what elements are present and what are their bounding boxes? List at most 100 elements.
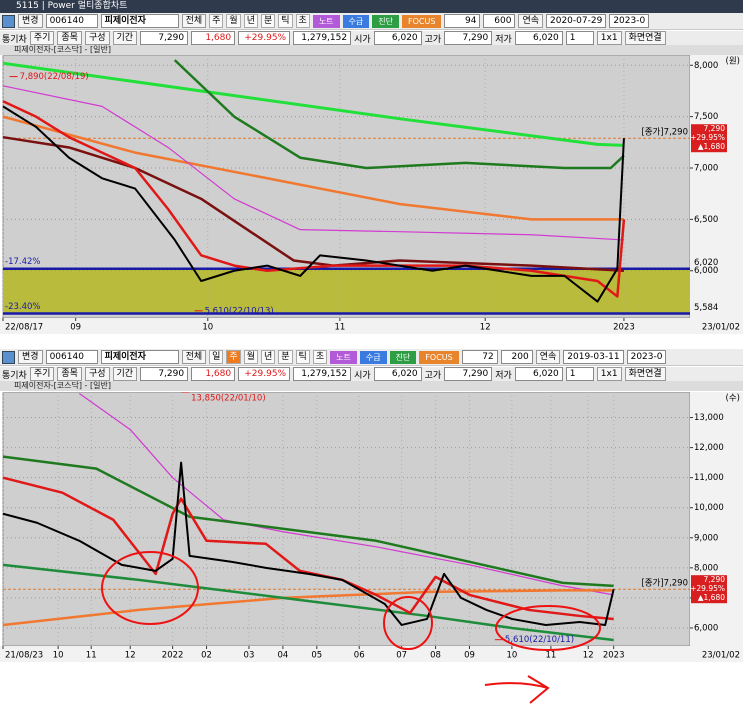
chart-header: 피제이전자-[코스닥] - [일반] — [0, 45, 743, 55]
price-line — [2, 135, 625, 272]
max-input[interactable]: 600 — [483, 14, 516, 28]
y-tick-label: 6,000 — [694, 623, 718, 633]
unit-label: (원) — [726, 57, 740, 67]
period-button[interactable]: 분 — [278, 350, 293, 364]
link-button[interactable]: 화면연결 — [624, 31, 666, 45]
period-button[interactable]: 틱 — [295, 350, 310, 364]
change: 1,680 — [191, 367, 236, 381]
tool-button[interactable]: FOCUS — [419, 350, 459, 364]
mode-check[interactable]: 연속 — [535, 350, 561, 364]
layout-button[interactable]: 1x1 — [596, 31, 622, 45]
period-button[interactable]: 년 — [260, 350, 276, 364]
start-date[interactable]: 2019-03-11 — [563, 350, 624, 364]
quote-label: 시가 — [354, 34, 371, 45]
code-input[interactable]: 006140 — [45, 14, 98, 28]
name-field[interactable]: 피제이전자 — [100, 14, 179, 28]
count-input[interactable]: 94 — [444, 14, 481, 28]
mode-check[interactable]: 연속 — [518, 14, 543, 28]
x-tick-label: 10 — [202, 323, 213, 333]
menu-button[interactable]: 종목 — [57, 367, 82, 381]
toolbar: 통기차 주기 종목 구성 기간 7,290 1,680 +29.95% 1,279,152 시가 6… — [0, 367, 743, 381]
price-line — [2, 61, 625, 147]
y-tick-label: 12,000 — [694, 443, 724, 453]
tool-button[interactable]: 수급 — [342, 14, 370, 28]
price-line — [78, 393, 614, 596]
price-line — [2, 105, 625, 303]
tool-button[interactable]: FOCUS — [402, 14, 442, 28]
end-date: 23/01/02 — [702, 651, 740, 661]
link-button[interactable]: 화면연결 — [624, 367, 666, 381]
layout-button[interactable]: 1x1 — [596, 367, 622, 381]
period-button[interactable]: 월 — [226, 14, 241, 28]
x-tick-label: 2023 — [603, 651, 625, 661]
y-tick-label: 9,000 — [694, 533, 718, 543]
x-tick-label: 11 — [545, 651, 556, 661]
menu-button[interactable]: 주기 — [29, 367, 55, 381]
tool-button[interactable]: 진단 — [372, 14, 400, 28]
chart: 6,000 6,500 7,000 7,500 8,000 22/08/17 09 10 11 1… — [0, 55, 743, 334]
tool-button[interactable]: 수급 — [359, 350, 387, 364]
toolbar: 변경 006140 피제이전자 전체 주 월 년 분 틱 초 노트 수급 진단 FOCUS 94 600 연속 2… — [0, 13, 743, 30]
all-button[interactable]: 전체 — [181, 350, 207, 364]
tool-button[interactable]: 노트 — [330, 350, 357, 364]
period-button[interactable]: 초 — [295, 14, 310, 28]
period-button[interactable]: 년 — [243, 14, 258, 28]
last-price-bg — [691, 575, 727, 604]
max-input[interactable]: 200 — [500, 350, 533, 364]
menu-button[interactable]: 기간 — [112, 367, 138, 381]
last-change: ▲1,680 — [698, 593, 725, 602]
period-button[interactable]: 분 — [260, 14, 276, 28]
x-tick-label: 2022 — [162, 651, 184, 661]
menu-button[interactable]: 구성 — [84, 31, 110, 45]
unit-label: (수) — [726, 394, 740, 404]
y-tick-label: 6,000 — [694, 266, 718, 276]
menu-button[interactable]: 통기차 — [2, 34, 27, 45]
annotation: 5,610(22/10/13) — [205, 306, 274, 316]
change-button[interactable]: 변경 — [18, 350, 43, 364]
x-tick-label: 06 — [354, 651, 365, 661]
change-button[interactable]: 변경 — [18, 14, 43, 28]
code-input[interactable]: 006140 — [45, 350, 98, 364]
layout-count[interactable]: 1 — [565, 31, 594, 45]
quote-label: 시가 — [354, 370, 371, 381]
menu-button[interactable]: 구성 — [84, 367, 110, 381]
change: 1,680 — [191, 31, 236, 45]
x-tick-label: 03 — [244, 651, 255, 661]
period-button[interactable]: 주 — [209, 14, 224, 28]
quote-label: 고가 — [424, 34, 442, 45]
x-tick-label: 12 — [125, 651, 136, 661]
start-date[interactable]: 2020-07-29 — [546, 14, 607, 28]
last-change: ▲1,680 — [698, 142, 725, 151]
last-price: 7,290 — [704, 124, 726, 133]
count-input[interactable]: 72 — [461, 350, 498, 364]
x-tick-label: 04 — [277, 651, 288, 661]
chart: 6,0007,0008,0009,00010,00011,00012,00013… — [0, 392, 743, 662]
quote-value: 6,020 — [373, 31, 422, 45]
period-button[interactable]: 틱 — [278, 14, 293, 28]
end-date[interactable]: 2023-0 — [609, 14, 650, 28]
end-date[interactable]: 2023-0 — [626, 350, 667, 364]
quote-value: 6,020 — [373, 367, 422, 381]
x-tick-label: 11 — [334, 323, 345, 333]
menu-button[interactable]: 통기차 — [2, 370, 27, 381]
name-field[interactable]: 피제이전자 — [100, 350, 179, 364]
axis-background — [690, 55, 743, 334]
all-button[interactable]: 전체 — [181, 14, 207, 28]
menu-button[interactable]: 종목 — [57, 31, 82, 45]
period-button[interactable]: 초 — [312, 350, 328, 364]
x-tick-label: 12 — [480, 323, 491, 333]
menu-button[interactable]: 기간 — [112, 31, 138, 45]
layout-count[interactable]: 1 — [565, 367, 594, 381]
x-tick-label: 07 — [396, 651, 407, 661]
y-tick-label: 10,000 — [694, 503, 724, 513]
period-button[interactable]: 일 — [209, 350, 224, 364]
price-line — [2, 455, 614, 588]
period-button[interactable]: 주 — [226, 350, 241, 364]
period-button[interactable]: 월 — [243, 350, 258, 364]
price: 7,290 — [140, 367, 189, 381]
menu-button[interactable]: 주기 — [29, 31, 55, 45]
tool-button[interactable]: 진단 — [389, 350, 417, 364]
x-tick-label: 02 — [201, 651, 212, 661]
last-price-bg — [691, 124, 727, 153]
tool-button[interactable]: 노트 — [312, 14, 340, 28]
